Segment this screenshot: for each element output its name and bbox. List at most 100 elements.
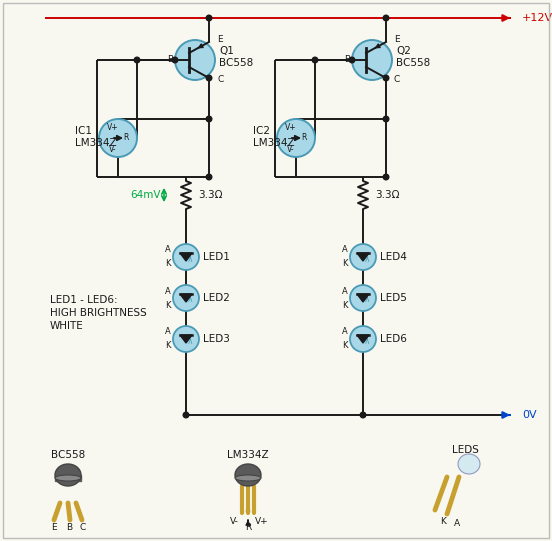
Text: K: K: [166, 260, 171, 268]
Text: 0V: 0V: [522, 410, 537, 420]
Text: IC1: IC1: [75, 126, 92, 136]
Text: λ: λ: [188, 295, 192, 305]
Text: λ: λ: [365, 337, 369, 346]
Circle shape: [183, 412, 189, 418]
Text: E: E: [394, 36, 400, 44]
Text: LED5: LED5: [380, 293, 407, 303]
Text: C: C: [217, 76, 223, 84]
Text: K: K: [440, 518, 446, 526]
Text: BC558: BC558: [219, 58, 253, 68]
Circle shape: [350, 244, 376, 270]
Text: A: A: [342, 287, 348, 295]
Circle shape: [246, 509, 250, 513]
Text: R: R: [123, 134, 129, 142]
Polygon shape: [357, 335, 369, 343]
Circle shape: [383, 116, 389, 122]
Circle shape: [360, 412, 366, 418]
Text: Q1: Q1: [219, 46, 234, 56]
Text: K: K: [166, 341, 171, 351]
Text: K: K: [342, 260, 348, 268]
Text: λ: λ: [365, 295, 369, 305]
Text: R: R: [245, 523, 251, 531]
Text: LM334Z: LM334Z: [253, 138, 295, 148]
Text: +12V: +12V: [522, 13, 552, 23]
Text: BC558: BC558: [51, 450, 85, 460]
Circle shape: [383, 174, 389, 180]
FancyBboxPatch shape: [55, 475, 81, 481]
Text: A: A: [342, 327, 348, 337]
Circle shape: [383, 15, 389, 21]
Polygon shape: [357, 294, 369, 302]
Ellipse shape: [458, 454, 480, 474]
Circle shape: [350, 326, 376, 352]
Text: B: B: [66, 523, 72, 531]
Circle shape: [172, 57, 178, 63]
Text: A: A: [342, 246, 348, 254]
Circle shape: [206, 75, 212, 81]
Text: V-: V-: [287, 144, 295, 154]
Circle shape: [349, 57, 355, 63]
Text: A: A: [454, 519, 460, 529]
Text: LM334Z: LM334Z: [227, 450, 269, 460]
Text: V+: V+: [107, 122, 119, 131]
Text: K: K: [342, 341, 348, 351]
Text: A: A: [165, 246, 171, 254]
Ellipse shape: [235, 475, 261, 481]
Circle shape: [134, 57, 140, 63]
Circle shape: [383, 75, 389, 81]
Text: LED4: LED4: [380, 252, 407, 262]
Circle shape: [277, 119, 315, 157]
Circle shape: [173, 326, 199, 352]
Circle shape: [173, 285, 199, 311]
Text: λ: λ: [188, 254, 192, 263]
Text: C: C: [394, 76, 400, 84]
Text: K: K: [342, 300, 348, 309]
Circle shape: [206, 174, 212, 180]
Text: C: C: [80, 523, 86, 531]
Text: λ: λ: [365, 254, 369, 263]
Text: WHITE: WHITE: [50, 321, 84, 331]
Polygon shape: [180, 253, 192, 261]
Text: HIGH BRIGHTNESS: HIGH BRIGHTNESS: [50, 308, 147, 318]
Circle shape: [352, 40, 392, 80]
Text: A: A: [165, 327, 171, 337]
Text: Q2: Q2: [396, 46, 411, 56]
Text: V-: V-: [230, 517, 238, 525]
Text: 3.3Ω: 3.3Ω: [198, 190, 222, 200]
Text: E: E: [217, 36, 222, 44]
Ellipse shape: [55, 464, 81, 486]
Text: V+: V+: [255, 517, 269, 525]
Text: K: K: [166, 300, 171, 309]
Text: LED2: LED2: [203, 293, 230, 303]
Circle shape: [99, 119, 137, 157]
Circle shape: [206, 15, 212, 21]
Text: LEDS: LEDS: [452, 445, 479, 455]
Circle shape: [312, 57, 318, 63]
Text: LM334Z: LM334Z: [75, 138, 116, 148]
Text: BC558: BC558: [396, 58, 430, 68]
Text: R: R: [301, 134, 307, 142]
Polygon shape: [180, 335, 192, 343]
Text: B: B: [344, 56, 350, 64]
Text: LED6: LED6: [380, 334, 407, 344]
Text: 3.3Ω: 3.3Ω: [375, 190, 400, 200]
Circle shape: [173, 244, 199, 270]
Text: LED1 - LED6:: LED1 - LED6:: [50, 295, 118, 305]
Text: 64mV: 64mV: [130, 190, 161, 200]
Text: A: A: [165, 287, 171, 295]
Text: V+: V+: [285, 122, 297, 131]
Polygon shape: [357, 253, 369, 261]
Text: λ: λ: [188, 337, 192, 346]
Text: V-: V-: [109, 144, 117, 154]
Text: E: E: [51, 523, 57, 531]
Circle shape: [175, 40, 215, 80]
Ellipse shape: [55, 475, 81, 481]
Circle shape: [350, 285, 376, 311]
Text: LED3: LED3: [203, 334, 230, 344]
Text: IC2: IC2: [253, 126, 270, 136]
Text: B: B: [167, 56, 173, 64]
Circle shape: [206, 116, 212, 122]
Polygon shape: [180, 294, 192, 302]
Ellipse shape: [235, 464, 261, 486]
Text: LED1: LED1: [203, 252, 230, 262]
